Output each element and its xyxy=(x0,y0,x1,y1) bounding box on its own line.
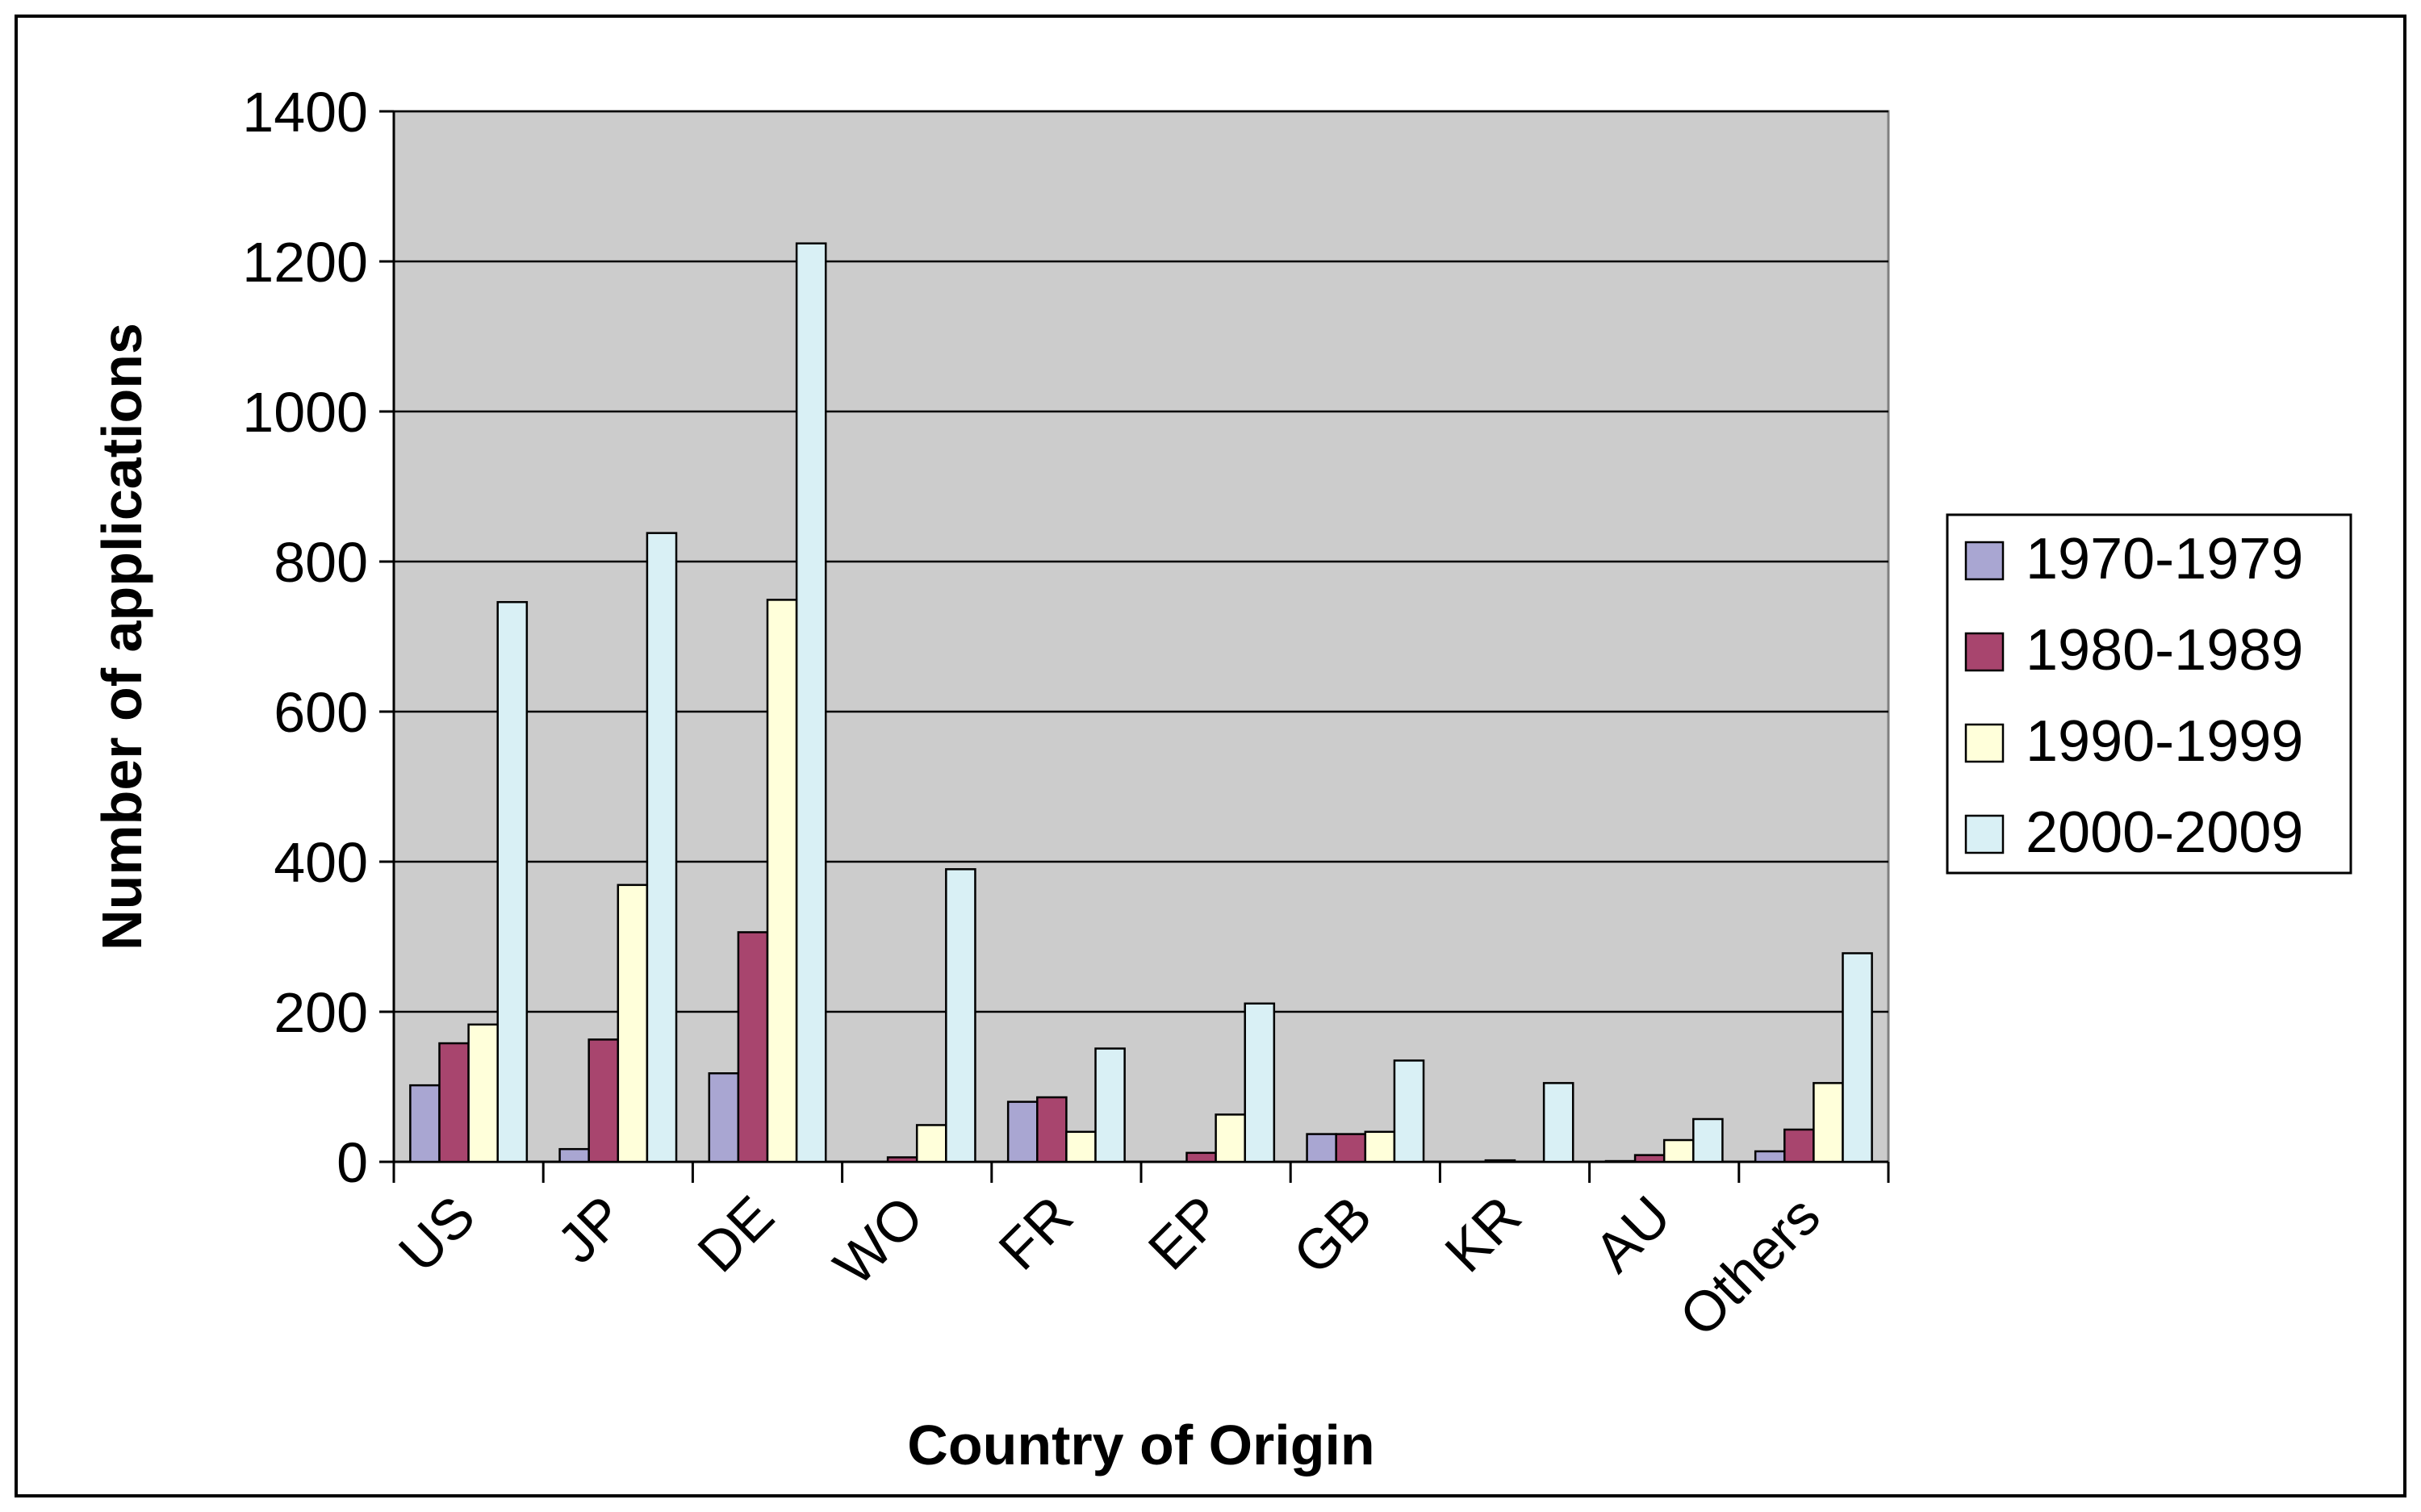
bar xyxy=(1484,1159,1516,1163)
bar xyxy=(409,1084,441,1163)
x-axis-label: Country of Origin xyxy=(907,1414,1374,1476)
y-tick-label: 400 xyxy=(274,831,368,894)
bar xyxy=(1306,1133,1337,1163)
legend-label: 1980-1989 xyxy=(2026,618,2303,683)
y-tick-label: 1200 xyxy=(242,231,368,294)
bar xyxy=(1065,1130,1097,1163)
bar xyxy=(1244,1002,1276,1163)
legend-swatch xyxy=(1964,723,2005,763)
bar xyxy=(1006,1101,1039,1163)
y-axis: 0 200 400 600 800 1000 1200 1400 xyxy=(242,81,395,1194)
bar xyxy=(1185,1151,1217,1163)
bar xyxy=(1364,1130,1396,1163)
legend-label: 1990-1999 xyxy=(2026,709,2303,774)
y-tick-label: 600 xyxy=(274,681,368,744)
bar xyxy=(438,1042,470,1163)
bar xyxy=(558,1147,590,1163)
bar xyxy=(1842,952,1873,1163)
legend: 1970-1979 1980-1989 1990-1999 2000-2009 xyxy=(1946,513,2352,875)
bar xyxy=(1036,1096,1068,1163)
bar xyxy=(1662,1138,1695,1163)
bar xyxy=(646,532,678,1163)
bar xyxy=(1393,1059,1425,1163)
bar xyxy=(737,931,769,1163)
bar xyxy=(1604,1159,1637,1163)
legend-label: 1970-1979 xyxy=(2026,527,2303,591)
legend-swatch xyxy=(1964,541,2005,581)
bar xyxy=(708,1072,740,1163)
bar xyxy=(1813,1082,1844,1163)
bar xyxy=(1542,1082,1574,1163)
bar xyxy=(617,883,649,1163)
y-tick-label: 200 xyxy=(274,981,368,1044)
bar xyxy=(795,242,827,1163)
legend-swatch xyxy=(1964,814,2005,854)
bar xyxy=(467,1023,499,1163)
bar xyxy=(1783,1128,1815,1163)
gridlines xyxy=(394,110,1888,1013)
legend-box xyxy=(1946,513,2352,875)
bar xyxy=(1335,1133,1367,1163)
y-tick-label: 800 xyxy=(274,531,368,594)
bar xyxy=(945,868,976,1163)
bar xyxy=(1094,1047,1126,1163)
y-tick-label: 1000 xyxy=(242,381,368,444)
bar xyxy=(766,599,798,1163)
legend-swatch xyxy=(1964,632,2005,672)
y-tick-label: 0 xyxy=(337,1131,368,1194)
y-tick-label: 1400 xyxy=(242,81,368,144)
bar xyxy=(587,1038,620,1163)
bar xyxy=(1692,1117,1724,1163)
bar xyxy=(1754,1150,1786,1163)
bar xyxy=(915,1124,947,1163)
bar xyxy=(496,600,529,1163)
bars-group xyxy=(409,242,1873,1163)
bar xyxy=(1215,1113,1246,1163)
bar xyxy=(1633,1154,1666,1163)
bar xyxy=(886,1156,918,1163)
y-axis-label: Number of applications xyxy=(90,323,153,950)
legend-label: 2000-2009 xyxy=(2026,800,2303,865)
